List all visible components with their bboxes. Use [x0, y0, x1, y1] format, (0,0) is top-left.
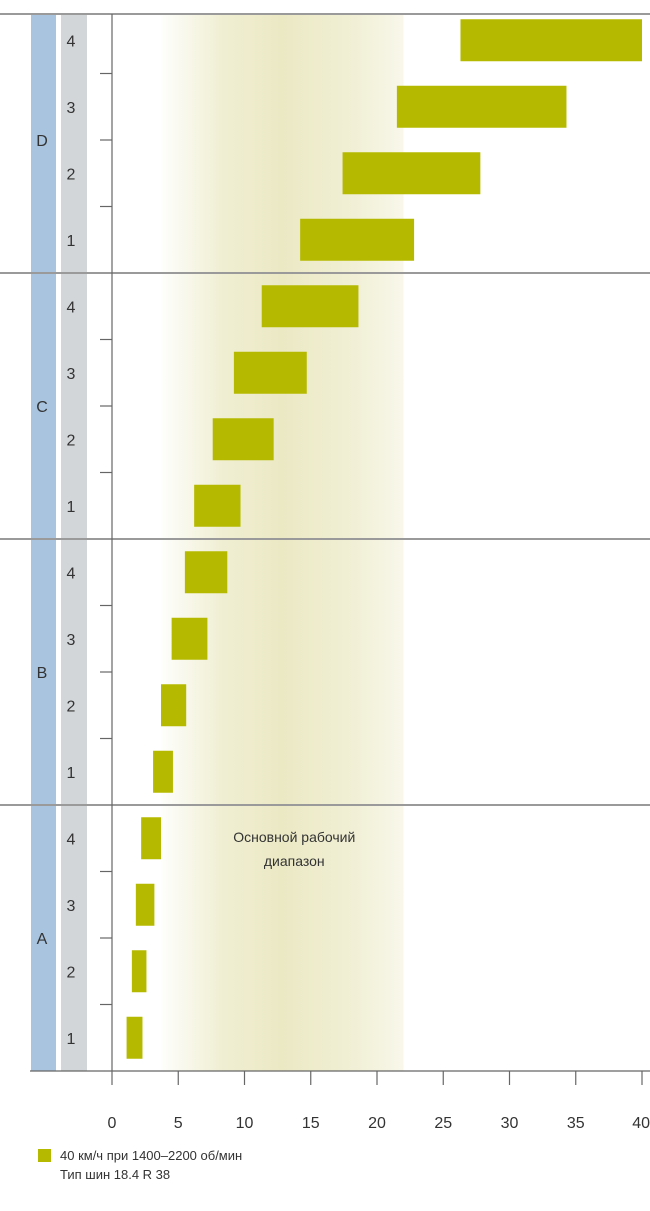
x-tick-label: 0	[108, 1115, 117, 1132]
gear-label: 4	[67, 831, 76, 848]
x-tick-label: 15	[302, 1115, 320, 1132]
gear-label: 1	[67, 233, 76, 250]
gear-label: 4	[67, 565, 76, 582]
range-label: A	[37, 931, 48, 948]
gear-label: 3	[67, 898, 76, 915]
speed-bar-C4	[261, 285, 359, 328]
speed-bar-D1	[300, 218, 415, 261]
gear-label: 1	[67, 765, 76, 782]
legend-note: Тип шин 18.4 R 38	[60, 1167, 171, 1182]
speed-bar-B4	[184, 551, 228, 594]
gear-label: 3	[67, 632, 76, 649]
speed-bar-D4	[460, 19, 642, 62]
x-tick-label: 5	[174, 1115, 183, 1132]
speed-bar-A3	[135, 883, 155, 926]
speed-bar-C3	[233, 351, 307, 394]
speed-bar-D2	[342, 152, 481, 195]
band-label: Основной рабочий	[233, 829, 355, 845]
range-label: B	[37, 665, 48, 682]
x-tick-label: 20	[368, 1115, 386, 1132]
band-label: диапазон	[264, 853, 325, 869]
gear-label: 1	[67, 1031, 76, 1048]
gear-label: 2	[67, 166, 76, 183]
gear-column	[61, 14, 87, 1071]
speed-bar-C1	[194, 484, 241, 527]
speed-bar-D3	[396, 85, 567, 128]
legend-swatch	[38, 1149, 51, 1162]
gear-label: 2	[67, 432, 76, 449]
gear-label: 1	[67, 499, 76, 516]
x-tick-label: 30	[501, 1115, 519, 1132]
x-tick-label: 40	[632, 1115, 650, 1132]
x-tick-label: 10	[236, 1115, 254, 1132]
range-column	[31, 14, 56, 1071]
gear-label: 3	[67, 100, 76, 117]
speed-bar-B2	[161, 684, 187, 727]
gear-label: 3	[67, 366, 76, 383]
gear-label: 2	[67, 964, 76, 981]
speed-bar-B3	[171, 617, 208, 660]
speed-bar-A4	[141, 817, 162, 860]
speed-bar-A2	[131, 950, 147, 993]
gear-label: 2	[67, 698, 76, 715]
gear-label: 4	[67, 299, 76, 316]
range-label: C	[36, 399, 48, 416]
x-tick-label: 35	[567, 1115, 585, 1132]
speed-bar-B1	[153, 750, 173, 793]
legend-label: 40 км/ч при 1400–2200 об/мин	[60, 1148, 243, 1163]
x-tick-label: 25	[434, 1115, 452, 1132]
gear-label: 4	[67, 33, 76, 50]
speed-bar-A1	[126, 1016, 143, 1059]
speed-bar-C2	[212, 418, 274, 461]
range-label: D	[36, 133, 48, 150]
